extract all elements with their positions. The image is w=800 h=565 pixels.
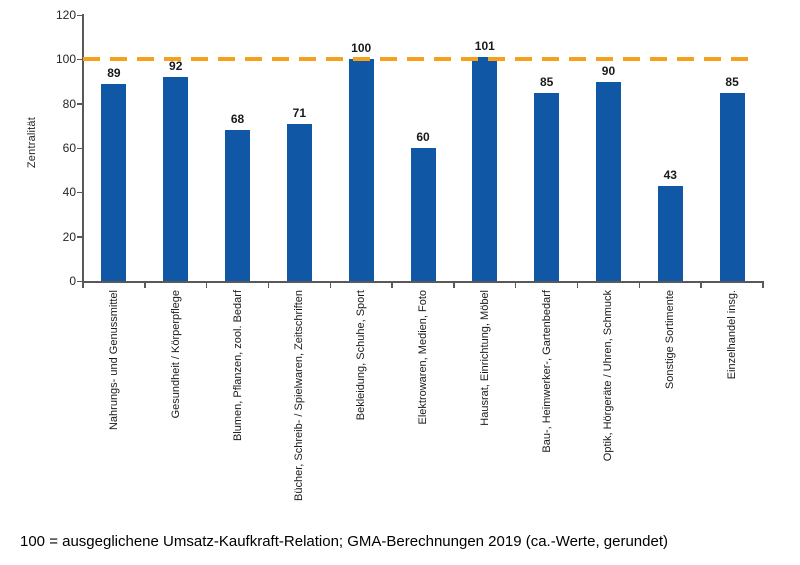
bar bbox=[101, 83, 127, 281]
bar bbox=[163, 77, 189, 281]
x-tick-mark bbox=[700, 282, 702, 288]
y-axis-title: Zentralität bbox=[26, 117, 38, 169]
bar-value-label: 90 bbox=[601, 63, 616, 78]
category-label: Gesundheit / Körperpflege bbox=[169, 290, 182, 419]
category-label: Bau-, Heimwerker-, Gartenbedarf bbox=[540, 290, 553, 453]
y-tick-label: 0 bbox=[69, 274, 76, 288]
bar-value-label: 85 bbox=[539, 74, 554, 89]
bar-value-label: 92 bbox=[169, 59, 183, 74]
y-tick-mark bbox=[77, 103, 83, 105]
x-tick-mark bbox=[638, 282, 641, 288]
category-label: Einzelhandel insg. bbox=[726, 290, 739, 380]
bar-chart: Zentralität 0 20 40 60 80 100 120 89 Nahrungs- u… bbox=[26, 8, 764, 501]
bar bbox=[348, 59, 374, 281]
category-label: Blumen, Pflanzen, zool. Bedarf bbox=[231, 290, 244, 442]
x-tick-mark bbox=[82, 282, 84, 288]
x-tick-mark bbox=[329, 282, 332, 288]
category-label: Optik, Hörgeräte / Uhren, Schmuck bbox=[602, 290, 615, 462]
source-caption: 100 = ausgeglichene Umsatz-Kaufkraft-Rel… bbox=[20, 533, 668, 550]
bar-value-label: 68 bbox=[230, 112, 245, 127]
x-tick-mark bbox=[453, 282, 455, 288]
bar-value-label: 101 bbox=[474, 39, 495, 54]
bar bbox=[719, 92, 745, 281]
x-tick-mark bbox=[762, 282, 764, 288]
y-tick-label: 80 bbox=[62, 96, 76, 111]
bar bbox=[472, 57, 498, 281]
x-tick-mark bbox=[205, 282, 208, 288]
category-label: Nahrungs- und Genussmittel bbox=[107, 290, 120, 431]
y-tick-label: 20 bbox=[62, 229, 76, 244]
bar-value-label: 89 bbox=[107, 65, 121, 80]
y-tick-label: 120 bbox=[55, 8, 76, 22]
y-tick-mark bbox=[77, 191, 83, 194]
bar-value-label: 100 bbox=[351, 41, 372, 56]
bar-value-label: 60 bbox=[416, 130, 430, 144]
bar bbox=[286, 123, 312, 281]
bar-value-label: 71 bbox=[292, 105, 307, 120]
y-tick-label: 60 bbox=[62, 141, 76, 155]
category-label: Bekleidung, Schuhe, Sport bbox=[355, 290, 368, 421]
y-tick-mark bbox=[77, 58, 83, 61]
bar bbox=[657, 185, 683, 281]
y-tick-mark bbox=[77, 147, 83, 149]
y-tick-mark bbox=[77, 280, 83, 282]
x-tick-mark bbox=[267, 282, 270, 288]
y-tick-label: 40 bbox=[62, 185, 76, 200]
bar-value-label: 85 bbox=[725, 74, 739, 89]
bar bbox=[595, 81, 621, 281]
x-tick-mark bbox=[144, 282, 146, 288]
reference-line-100 bbox=[83, 57, 757, 62]
y-tick-mark bbox=[77, 14, 83, 16]
category-label: Sonstige Sortimente bbox=[664, 290, 677, 390]
bar-value-label: 43 bbox=[663, 167, 677, 182]
category-label: Bücher, Schreib- / Spielwaren, Zeitschri… bbox=[293, 290, 306, 501]
y-tick-label: 100 bbox=[55, 52, 76, 67]
bar bbox=[410, 148, 436, 281]
category-label: Elektrowaren, Medien, Foto bbox=[417, 290, 429, 425]
x-tick-mark bbox=[576, 282, 579, 288]
y-tick-mark bbox=[77, 236, 83, 238]
category-label: Hausrat, Einrichtung, Möbel bbox=[478, 290, 491, 426]
x-tick-mark bbox=[514, 282, 517, 288]
bar bbox=[534, 92, 560, 281]
bar bbox=[225, 130, 251, 281]
x-tick-mark bbox=[391, 282, 393, 288]
x-axis-line bbox=[82, 281, 764, 283]
